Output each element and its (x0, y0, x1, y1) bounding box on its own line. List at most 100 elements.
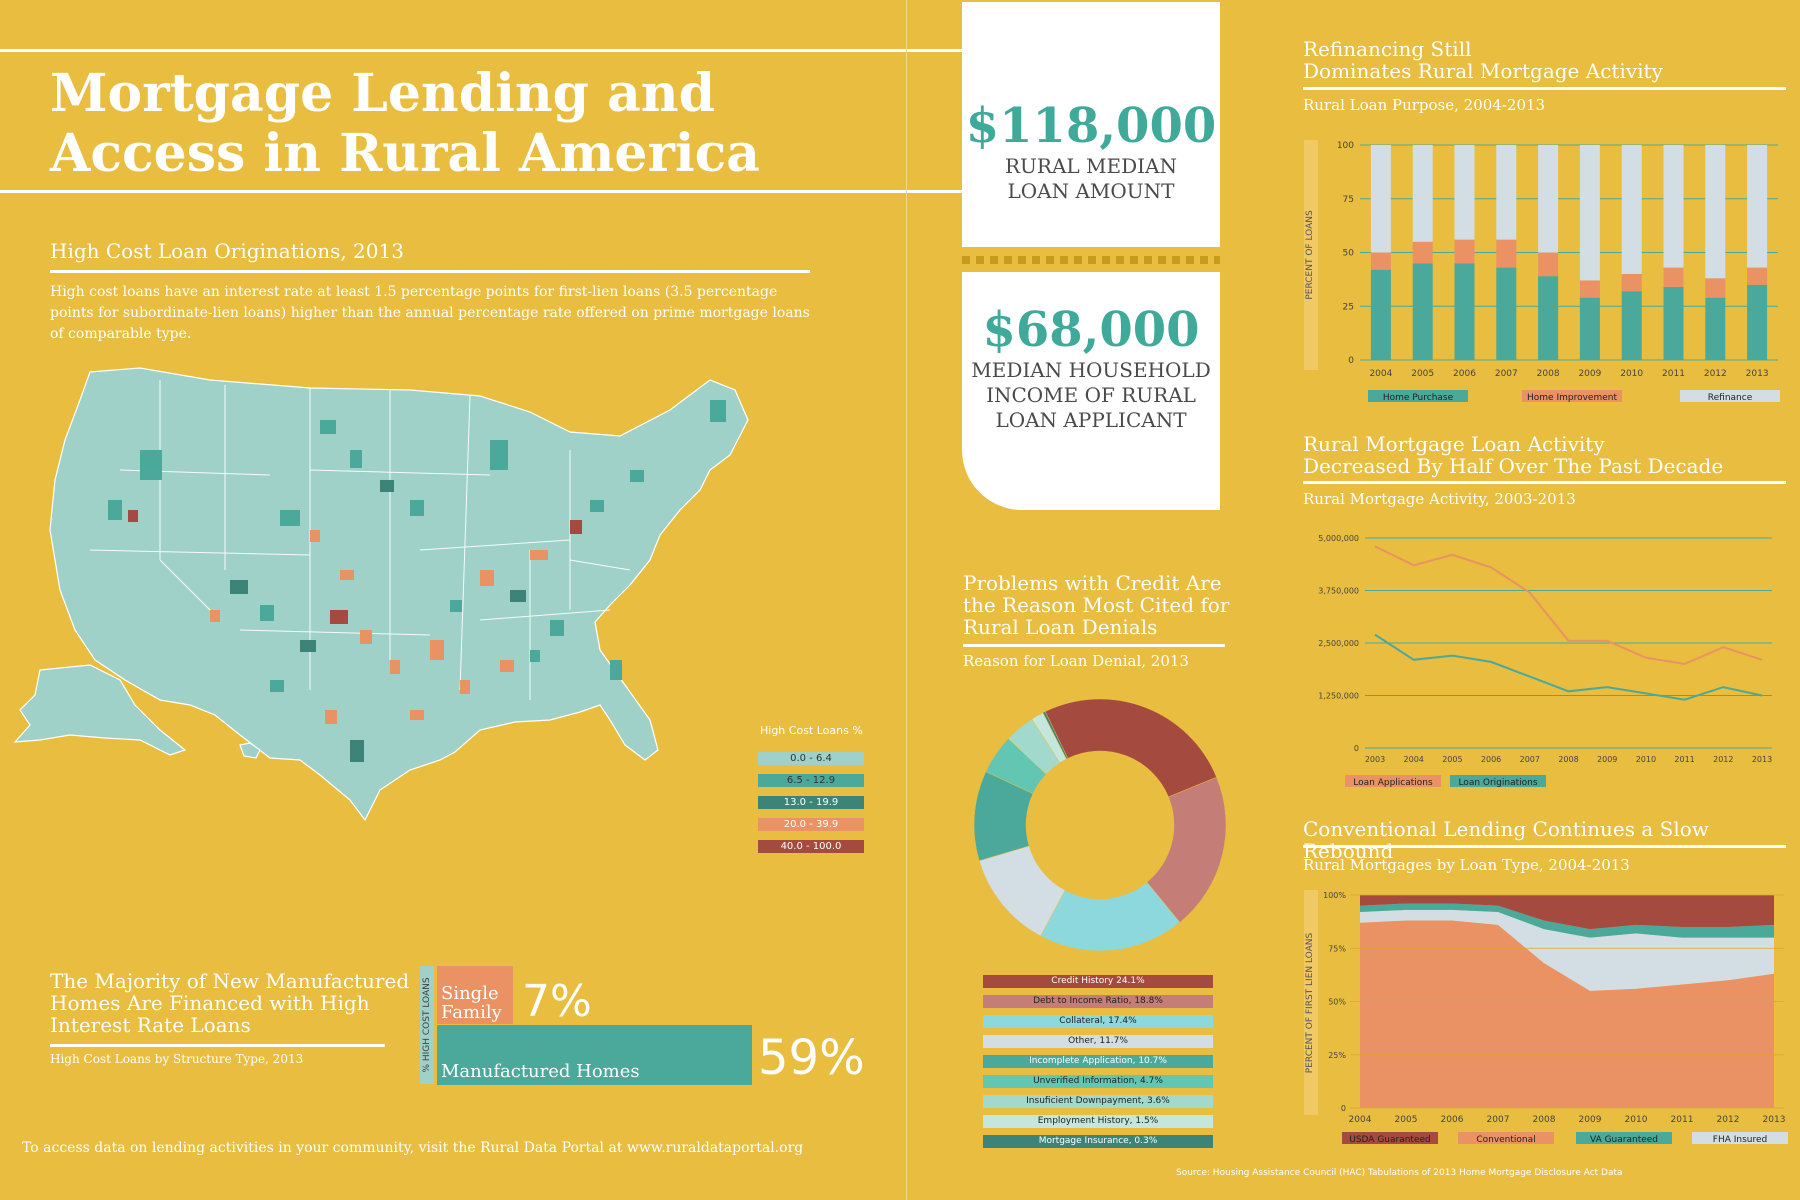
purpose-legend-swatch (1680, 390, 1780, 402)
purpose-bar-segment (1579, 145, 1600, 281)
manufactured-heading-line-2: Homes Are Financed with High (50, 991, 370, 1015)
purpose-xtick: 2004 (1369, 369, 1392, 379)
purpose-ytick: 75 (1343, 195, 1354, 205)
activity-xtick: 2004 (1404, 755, 1424, 764)
denial-legend-item: Mortgage Insurance, 0.3% (983, 1135, 1213, 1148)
activity-xtick: 2005 (1442, 755, 1462, 764)
map-hawaii (239, 742, 261, 759)
purpose-ytick: 100 (1337, 141, 1354, 151)
manufactured-subtitle: High Cost Loans by Structure Type, 2013 (50, 1052, 304, 1066)
single-family-value: 7% (522, 976, 592, 1027)
purpose-bar-segment (1579, 297, 1600, 360)
stat-income-amount: $68,000 (982, 302, 1200, 358)
loantype-legend-label: VA Guaranteed (1590, 1135, 1658, 1145)
purpose-bar-segment (1370, 252, 1391, 270)
denial-heading-line-3: Rural Loan Denials (963, 615, 1158, 639)
purpose-bar-segment (1370, 269, 1391, 360)
activity-xtick: 2009 (1597, 755, 1617, 764)
page-title: Mortgage Lending and Access in Rural Ame… (50, 64, 760, 184)
single-family-label-line-2: Family (441, 1002, 502, 1023)
loantype-xtick: 2013 (1763, 1115, 1786, 1125)
denial-heading-line-1: Problems with Credit Are (963, 571, 1222, 595)
purpose-xtick: 2007 (1495, 369, 1518, 379)
purpose-legend-swatch (1368, 390, 1468, 402)
footer-portal-link[interactable]: To access data on lending activities in … (22, 1140, 804, 1156)
structure-bar-manufactured: Manufactured Homes (437, 1025, 752, 1085)
purpose-bar-segment (1621, 145, 1642, 274)
activity-series-line (1374, 633, 1763, 701)
manufactured-heading: The Majority of New Manufactured Homes A… (50, 970, 409, 1036)
type-subtitle: Rural Mortgages by Loan Type, 2004-2013 (1303, 856, 1630, 874)
purpose-bar-segment (1454, 145, 1475, 240)
loantype-chart: PERCENT OF FIRST LIEN LOANS 0 25% 50% 75% 100… (1304, 890, 1788, 1145)
purpose-legend-label: Refinance (1708, 393, 1753, 403)
loantype-area (1360, 909, 1774, 991)
purpose-ytick: 25 (1343, 302, 1354, 312)
manufactured-heading-line-1: The Majority of New Manufactured (50, 969, 410, 993)
refi-heading-line-2: Dominates Rural Mortgage Activity (1303, 59, 1663, 83)
page-title-line-2: Access in Rural America (50, 123, 760, 184)
purpose-bar-segment (1663, 267, 1684, 287)
loantype-xtick: 2007 (1487, 1115, 1510, 1125)
purpose-axis-bar (1304, 140, 1318, 370)
loantype-axis-bar (1304, 890, 1318, 1115)
denial-heading: Problems with Credit Are the Reason Most… (963, 572, 1229, 638)
purpose-bar-segment (1496, 145, 1517, 240)
activity-heading-rule (1303, 481, 1786, 484)
purpose-bar-segment (1538, 276, 1559, 360)
denial-donut-chart (973, 698, 1227, 952)
refi-heading-line-1: Refinancing Still (1303, 37, 1472, 61)
activity-ytick: 0 (1354, 744, 1359, 753)
denial-legend-item: Credit History 24.1% (983, 975, 1213, 988)
denial-donut-slice (1042, 711, 1069, 760)
loantype-ytick: 0 (1341, 1104, 1346, 1113)
map-contiguous-us (49, 367, 749, 822)
purpose-xtick: 2005 (1411, 369, 1434, 379)
single-family-label: Single Family (441, 984, 502, 1022)
activity-xtick: 2003 (1365, 755, 1385, 764)
map-description: High cost loans have an interest rate at… (50, 284, 810, 342)
purpose-bar-segment (1370, 145, 1391, 253)
activity-ytick: 2,500,000 (1318, 639, 1359, 648)
purpose-xtick: 2012 (1704, 369, 1727, 379)
purpose-bar-segment (1538, 145, 1559, 253)
page-divider (906, 0, 907, 1200)
loantype-xtick: 2011 (1671, 1115, 1694, 1125)
activity-xtick: 2012 (1713, 755, 1733, 764)
purpose-bar-segment (1412, 263, 1433, 360)
map-legend-title: High Cost Loans % (760, 724, 863, 737)
stat-loan-amount: $118,000 (965, 98, 1217, 154)
denial-legend-item: Collateral, 17.4% (983, 1015, 1213, 1028)
loantype-legend-label: Conventional (1476, 1135, 1535, 1145)
loantype-xtick: 2004 (1349, 1115, 1372, 1125)
structure-axis-label: % HIGH COST LOANS (422, 977, 432, 1073)
activity-ytick: 5,000,000 (1318, 534, 1359, 543)
manufactured-label: Manufactured Homes (441, 1061, 640, 1082)
loantype-ytick: 100% (1323, 891, 1346, 900)
purpose-xtick: 2010 (1620, 369, 1643, 379)
activity-series-line (1374, 545, 1763, 666)
loantype-xtick: 2005 (1395, 1115, 1418, 1125)
us-choropleth-map (13, 367, 749, 822)
activity-ytick: 3,750,000 (1318, 587, 1359, 596)
denial-heading-line-2: the Reason Most Cited for (963, 593, 1230, 617)
type-heading-rule (1303, 845, 1786, 848)
stat-income-caption-1: MEDIAN HOUSEHOLD (971, 358, 1211, 382)
denial-subtitle: Reason for Loan Denial, 2013 (963, 652, 1189, 670)
loantype-ytick: 75% (1328, 944, 1346, 953)
stat-loan-caption-2: LOAN AMOUNT (1007, 179, 1175, 203)
stat-income-caption-2: INCOME OF RURAL (986, 383, 1196, 407)
loantype-xtick: 2006 (1441, 1115, 1464, 1125)
stat-panel-loan-amount: $118,000 RURAL MEDIAN LOAN AMOUNT (962, 2, 1220, 247)
loantype-xtick: 2012 (1717, 1115, 1740, 1125)
activity-xtick: 2011 (1674, 755, 1694, 764)
loantype-legend-label: FHA Insured (1713, 1135, 1767, 1145)
purpose-ylabel: PERCENT OF LOANS (1305, 210, 1315, 300)
purpose-bar-segment (1747, 267, 1768, 285)
denial-legend-item: Unverified Information, 4.7% (983, 1075, 1213, 1088)
manufactured-heading-line-3: Interest Rate Loans (50, 1013, 251, 1037)
denial-donut-slice (1044, 698, 1217, 798)
purpose-bar-segment (1663, 145, 1684, 268)
loantype-legend-label: USDA Guaranteed (1349, 1135, 1431, 1145)
purpose-bar-segment (1412, 241, 1433, 264)
